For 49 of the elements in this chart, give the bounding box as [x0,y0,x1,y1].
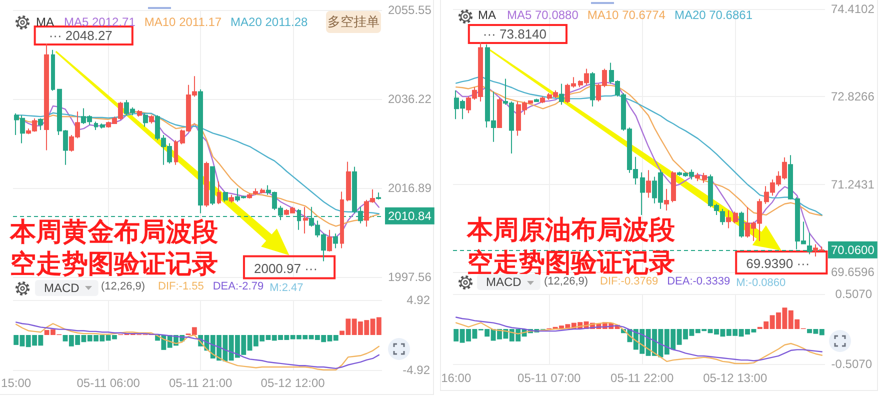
x-tick-label: 15:00 [1,376,32,390]
text: MA5 70.0880 [507,8,579,22]
text: DIF:-1.55 [158,280,204,292]
y-tick-label: -4.92 [402,363,430,377]
legend-title: MA [36,15,54,29]
x-tick-label: 05-11 06:00 [76,376,140,390]
ref-line-label: 70.0600 [831,242,875,257]
text: MA10 2011.17 [144,15,222,29]
y-tick-label: 2016.89 [388,181,432,195]
x-tick-label: 05-12 12:00 [260,376,326,390]
y-tick-label: 2055.55 [388,3,432,17]
chart-title: MACD [486,275,522,289]
text: MA5 2012.71 [64,15,136,29]
annotation: 空走势图验证记录 [467,248,675,278]
text: DEA:-0.3339 [667,276,730,288]
y-tick-label: 1997.56 [388,270,432,284]
legend-title: MA [478,8,496,22]
annotation: 本周原油布局波段 [466,216,676,244]
annotation: ··· 73.8140 [482,26,546,42]
chart-subtitle: (12,26,9) [101,280,146,292]
x-tick-label: 05-11 21:00 [168,376,232,390]
text: MA20 2011.28 [230,15,308,29]
chart-subtitle: (12,26,9) [544,276,588,288]
text: MA10 70.6774 [587,8,666,22]
text: M:2.47 [270,282,304,294]
button: 多空挂单 [326,11,381,33]
y-tick-label: 71.2431 [831,177,875,192]
annotation: ··· 2048.27 [48,28,112,44]
y-tick-label: 72.8266 [831,90,875,104]
x-tick-label: 16:00 [441,371,472,385]
text: M:-0.0860 [736,277,786,289]
y-tick-label: 69.6596 [831,265,875,279]
x-tick-label: 05-11 07:00 [518,371,582,385]
x-tick-label: 05-11 22:00 [610,371,674,385]
annotation: 69.9390 ··· [746,256,810,272]
ref-line-label: 2010.84 [388,208,432,223]
chart-title: MACD [44,281,80,295]
text: DEA:-2.79 [212,280,264,292]
x-tick-label: 05-12 13:00 [703,371,768,385]
y-tick-label: 0.5070 [835,287,872,301]
y-tick-label: -0.5070 [831,357,872,371]
annotation: 2000.97 ··· [254,260,318,276]
annotation: 本周黄金布局波段 [9,218,219,246]
y-tick-label: 74.4102 [831,2,875,16]
text: MA20 70.6861 [674,8,753,22]
y-tick-label: 2036.22 [388,92,432,106]
annotation: 空走势图验证记录 [10,250,218,278]
text: DIF:-0.3769 [600,276,658,288]
y-tick-label: 4.92 [406,293,430,307]
